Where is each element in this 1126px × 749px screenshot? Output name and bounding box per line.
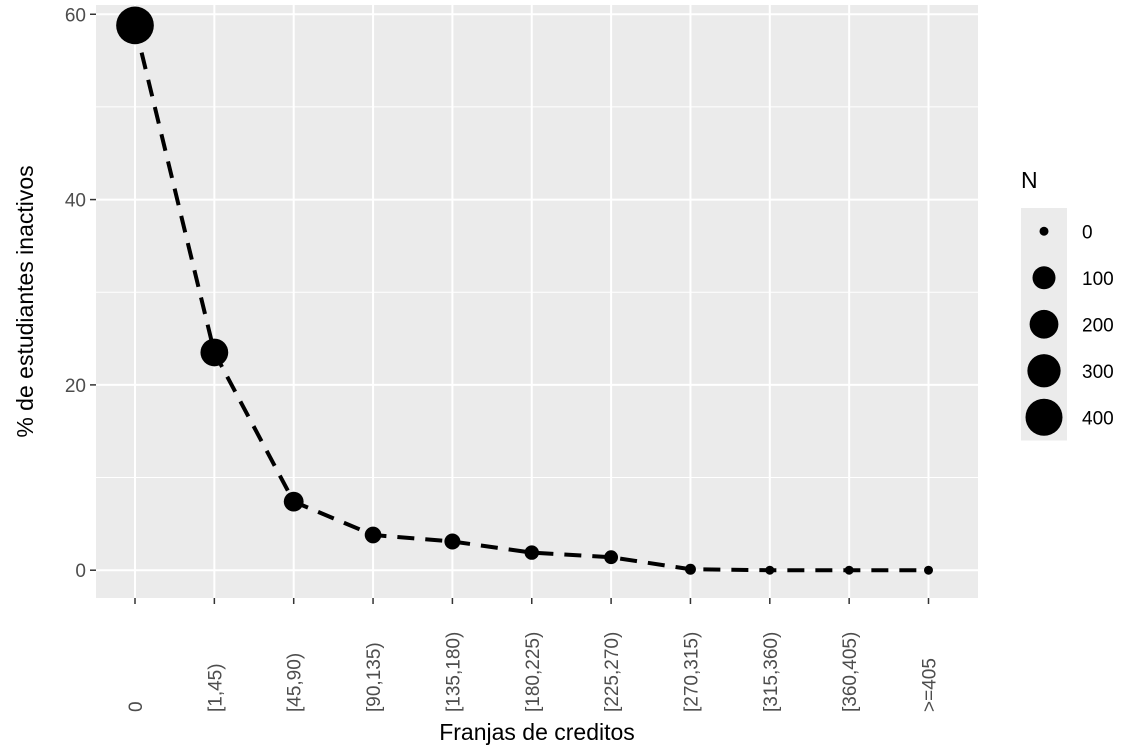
data-point	[364, 526, 382, 544]
data-point	[444, 533, 461, 550]
legend-label: 0	[1082, 222, 1093, 243]
x-tick-label: [180,225)	[523, 632, 544, 712]
legend-label: 100	[1082, 269, 1114, 290]
data-point	[765, 565, 775, 575]
x-tick-label: [225,270)	[602, 632, 623, 712]
grid-lines	[96, 5, 978, 598]
x-tick-label: [270,315)	[681, 632, 702, 712]
legend-title: N	[1021, 167, 1038, 193]
y-tick-label: 0	[75, 561, 86, 582]
x-tick-label: [315,360)	[761, 632, 782, 712]
x-tick-label: [1,45)	[205, 663, 226, 712]
data-point	[844, 565, 854, 575]
data-points	[116, 6, 933, 575]
series-line	[133, 24, 929, 573]
data-point	[200, 338, 229, 367]
legend-size-key	[1025, 398, 1063, 436]
legend-label: 400	[1082, 408, 1114, 429]
legend-size-key	[1032, 266, 1056, 290]
x-tick-label: [360,405)	[840, 632, 861, 712]
y-tick-label: 40	[65, 191, 86, 212]
x-tick-label: >=405	[920, 658, 941, 712]
series-line-layer	[133, 24, 929, 573]
y-axis-title: % de estudiantes inactivos	[12, 165, 38, 437]
x-tick-label: [135,180)	[443, 632, 464, 712]
legend-size-key	[1027, 354, 1061, 388]
plot-panel	[96, 5, 978, 598]
legend-size-key	[1029, 309, 1059, 339]
axes: 0 20 40 60 0 [1,45) [45,90) [90,135) [135,180) [1…	[65, 5, 941, 712]
y-tick-label: 60	[65, 5, 86, 26]
x-tick-label: [45,90)	[285, 653, 306, 712]
data-point	[116, 6, 154, 45]
x-axis-title: Franjas de creditos	[439, 719, 635, 745]
data-point	[283, 491, 304, 512]
x-tick-label: [90,135)	[364, 642, 385, 712]
legend: N 0 100 200 300 400	[1021, 167, 1114, 441]
data-point	[684, 563, 696, 575]
data-point	[604, 550, 619, 565]
legend-label: 300	[1082, 362, 1114, 383]
data-point	[524, 545, 539, 560]
x-tick-label: 0	[126, 701, 147, 712]
data-point	[924, 565, 933, 575]
y-tick-label: 20	[65, 376, 86, 397]
legend-label: 200	[1082, 315, 1114, 336]
legend-size-key	[1039, 226, 1049, 236]
